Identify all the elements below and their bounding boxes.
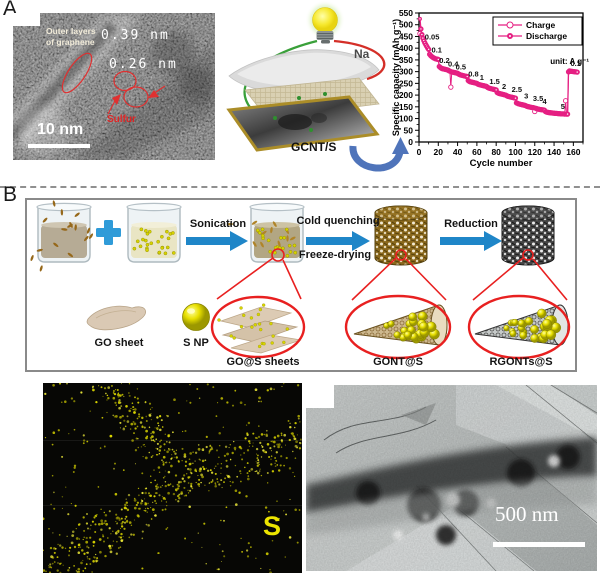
label-freeze-drying: Freeze-drying <box>298 249 372 261</box>
svg-text:1.5: 1.5 <box>489 77 499 86</box>
svg-text:Discharge: Discharge <box>526 31 567 41</box>
snp-illustration <box>182 303 210 331</box>
beaker-mix <box>226 202 305 263</box>
flow-arrow-icon <box>349 137 409 172</box>
svg-text:Specific capacity (mAh g⁻¹): Specific capacity (mAh g⁻¹) <box>391 19 401 136</box>
scale-bar-label-10nm: 10 nm <box>37 121 84 138</box>
svg-text:0.5: 0.5 <box>456 63 466 72</box>
svg-text:100: 100 <box>508 147 522 157</box>
plus-icon <box>96 220 121 245</box>
go-sheet-label: GO sheet <box>94 337 144 349</box>
svg-text:300: 300 <box>399 67 413 77</box>
hrtem-texture <box>13 13 215 160</box>
svg-text:50: 50 <box>404 125 414 135</box>
hrtem-red-annotations <box>61 52 166 115</box>
gont-label: GONT@S <box>373 356 423 368</box>
svg-text:3: 3 <box>524 91 528 100</box>
gont-illustration <box>353 304 448 346</box>
svg-text:200: 200 <box>399 90 413 100</box>
beaker-snp <box>126 202 182 263</box>
svg-text:3.5: 3.5 <box>533 94 543 103</box>
svg-text:40: 40 <box>453 147 463 157</box>
light-bulb-icon <box>305 0 345 44</box>
tem-corner-notch <box>306 385 334 408</box>
svg-text:0: 0 <box>417 147 422 157</box>
gcnts-electrode <box>226 95 380 152</box>
annotation-outer-layers: Outer layers of graphene <box>46 26 96 48</box>
label-reduction: Reduction <box>444 218 498 230</box>
svg-text:2: 2 <box>502 82 506 91</box>
rgont-illustration <box>474 304 569 346</box>
red-circle-annotation-1 <box>113 70 137 92</box>
svg-text:120: 120 <box>528 147 542 157</box>
svg-text:400: 400 <box>399 43 413 53</box>
svg-text:500: 500 <box>399 20 413 30</box>
beaker-go <box>30 200 94 272</box>
red-ellipse-annotation <box>61 52 93 94</box>
svg-text:1: 1 <box>480 73 484 82</box>
magnifier-ellipses <box>210 294 571 360</box>
svg-text:80: 80 <box>491 147 501 157</box>
panel-b-label: B <box>3 183 18 206</box>
lattice-spacing-1: 0.39 nm <box>101 28 170 43</box>
gos-label: GO@S sheets <box>226 356 300 368</box>
tem-scale-bar <box>493 542 585 547</box>
svg-text:0.2: 0.2 <box>439 56 449 65</box>
svg-text:4: 4 <box>542 97 547 106</box>
wire-red <box>333 39 386 81</box>
red-circle-annotation-2 <box>123 86 149 108</box>
label-cold-quenching: Cold quenching <box>296 215 380 227</box>
anode-label: Na <box>354 47 370 61</box>
svg-text:20: 20 <box>434 147 444 157</box>
hrtem-corner-notch <box>13 13 40 26</box>
svg-text:150: 150 <box>399 102 413 112</box>
scale-bar-line <box>28 144 90 148</box>
cathode-label: GCNT/S <box>291 140 337 154</box>
panel-divider <box>0 186 600 188</box>
svg-text:0.05: 0.05 <box>425 33 440 42</box>
sulfur-elemental-map: S <box>43 383 302 573</box>
svg-text:250: 250 <box>399 78 413 88</box>
tem-image: 500 nm <box>306 385 597 571</box>
battery-cell-illustration: Na GCNT/S <box>213 0 409 182</box>
magnifier-lines <box>216 248 568 301</box>
svg-text:0.1: 0.1 <box>570 59 580 68</box>
svg-text:Charge: Charge <box>526 20 556 30</box>
aerogel-gonts <box>374 205 428 266</box>
gos-sheets-illustration <box>217 303 302 354</box>
svg-text:450: 450 <box>399 31 413 41</box>
tem-texture <box>306 385 597 571</box>
svg-text:0.1: 0.1 <box>432 45 442 54</box>
lattice-spacing-2: 0.26 nm <box>109 57 178 72</box>
arrow-cold-quench-icon <box>306 231 370 251</box>
svg-text:0.4: 0.4 <box>448 59 459 68</box>
svg-text:Cycle number: Cycle number <box>470 158 533 169</box>
svg-text:2.5: 2.5 <box>512 85 522 94</box>
svg-text:5: 5 <box>561 102 565 111</box>
svg-text:60: 60 <box>472 147 482 157</box>
aerogel-rgonts <box>501 205 555 266</box>
svg-text:160: 160 <box>566 147 580 157</box>
rgont-label: RGONTs@S <box>489 356 553 368</box>
svg-text:550: 550 <box>399 8 413 18</box>
svg-text:140: 140 <box>547 147 561 157</box>
svg-text:0: 0 <box>408 137 413 147</box>
snp-label: S NP <box>183 337 209 349</box>
synthesis-scheme-box: Sonication Cold quenching Freeze-drying … <box>25 198 577 372</box>
hrtem-image: Outer layers of graphene 0.39 nm 0.26 nm… <box>13 13 215 160</box>
svg-text:unit: A g⁻¹: unit: A g⁻¹ <box>550 57 589 66</box>
svg-text:100: 100 <box>399 114 413 124</box>
sulfur-map-label: S <box>263 511 282 541</box>
rate-performance-chart: 0 20 40 60 80 100 120 140 160 0 50 100 150 200 250 300 3… <box>391 0 600 172</box>
svg-text:350: 350 <box>399 55 413 65</box>
go-sheet-illustration <box>86 305 146 331</box>
sulfur-annotation: Sulfur <box>107 114 136 125</box>
arrow-sonication-icon <box>186 231 248 251</box>
tem-scale-label: 500 nm <box>495 502 559 526</box>
arrow-reduction-icon <box>440 231 502 251</box>
label-sonication: Sonication <box>189 218 247 230</box>
svg-text:0.8: 0.8 <box>468 69 478 78</box>
